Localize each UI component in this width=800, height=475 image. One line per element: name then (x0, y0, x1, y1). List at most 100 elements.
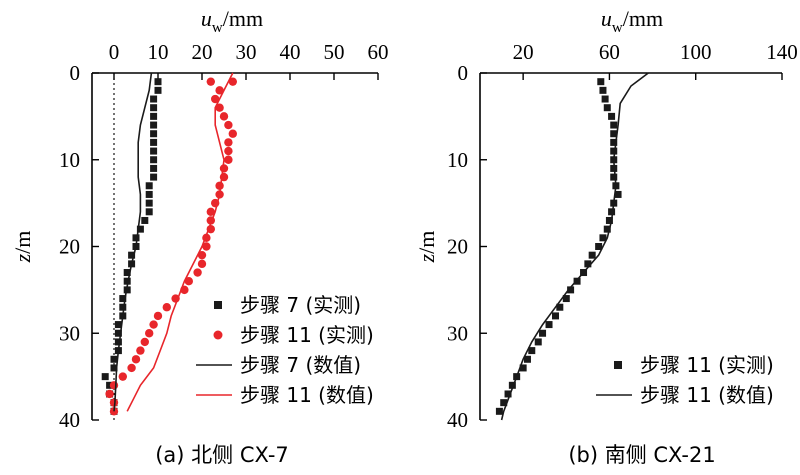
series-line-1 (500, 72, 649, 421)
data-point (608, 208, 616, 216)
x-tick-label: 0 (109, 40, 120, 64)
data-point (105, 389, 114, 399)
legend-label: 步骤 7 (实测) (240, 293, 361, 317)
legend-label: 步骤 11 (实测) (640, 353, 774, 377)
data-point (145, 190, 153, 198)
data-point (197, 259, 207, 269)
y-tick-label: 0 (458, 61, 469, 85)
x-tick-label: 10 (148, 40, 169, 64)
data-point (610, 173, 618, 181)
data-point (109, 407, 119, 416)
data-point (610, 138, 618, 146)
data-point (588, 251, 596, 259)
y-tick-label: 30 (447, 321, 468, 345)
data-point (197, 250, 207, 260)
data-point (136, 346, 145, 355)
data-point (202, 242, 211, 251)
data-point (519, 364, 527, 372)
x-tick-label: 60 (368, 40, 389, 64)
data-point (119, 303, 127, 311)
data-point (534, 338, 542, 346)
data-point (224, 120, 233, 130)
data-point (614, 190, 622, 198)
y-axis-title: z/m (10, 231, 35, 264)
data-point (495, 407, 503, 415)
data-point (136, 225, 144, 233)
data-point (119, 295, 127, 303)
data-point (123, 277, 131, 285)
data-point (150, 112, 158, 120)
x-tick-label: 40 (280, 40, 301, 64)
data-point (193, 268, 202, 277)
x-tick-label: 50 (324, 40, 345, 64)
data-point (610, 130, 618, 138)
data-point (162, 303, 171, 312)
data-point (114, 321, 122, 329)
y-tick-label: 20 (447, 235, 468, 259)
data-point (154, 86, 162, 94)
data-point (150, 95, 158, 103)
data-point (567, 286, 575, 294)
data-point (150, 147, 158, 155)
legend-label: 步骤 7 (数值) (240, 353, 361, 377)
x-tick-label: 100 (680, 40, 712, 64)
data-point (539, 329, 547, 337)
data-point (573, 277, 581, 285)
data-point (224, 155, 233, 164)
data-point (206, 77, 215, 86)
data-point (603, 104, 611, 112)
data-point (215, 103, 224, 112)
data-point (153, 311, 163, 321)
y-tick-label: 40 (447, 408, 468, 432)
y-tick-label: 30 (59, 321, 80, 345)
y-tick-label: 0 (70, 61, 81, 85)
legend-marker (214, 301, 222, 309)
data-point (206, 207, 215, 216)
data-point (228, 77, 237, 86)
x-tick-label: 20 (513, 40, 534, 64)
data-point (140, 337, 149, 347)
data-point (128, 251, 136, 259)
data-point (145, 208, 153, 216)
data-point (599, 234, 607, 242)
data-point (109, 381, 119, 390)
data-point (601, 95, 609, 103)
data-point (110, 355, 118, 363)
panel-b: 20 60 100 140 0 10 20 30 40 uw/mm z/m 步骤 11 (实测) 步骤 … (414, 6, 798, 467)
data-point (150, 156, 158, 164)
x-tick-label: 60 (599, 40, 620, 64)
y-tick-label: 20 (59, 235, 80, 259)
data-point (145, 199, 153, 207)
y-tick-label: 40 (59, 408, 80, 432)
data-point (215, 86, 224, 95)
data-point (508, 381, 516, 389)
panel-caption: (b) 南侧 CX-21 (568, 443, 715, 467)
data-point (150, 164, 158, 172)
data-point (110, 364, 118, 372)
x-axis-title: uw/mm (601, 6, 663, 36)
legend-label: 步骤 11 (数值) (640, 383, 774, 407)
legend-label: 步骤 11 (实测) (240, 323, 374, 347)
data-point (141, 216, 149, 224)
data-point (106, 381, 114, 389)
series-line-2 (113, 72, 153, 412)
data-point (109, 398, 119, 407)
data-point (150, 138, 158, 146)
data-point (584, 260, 592, 268)
data-point (500, 399, 508, 407)
data-point (528, 347, 536, 355)
data-point (123, 269, 131, 277)
data-point (184, 277, 193, 286)
data-point (224, 146, 233, 156)
data-point (145, 182, 153, 190)
data-point (556, 303, 564, 311)
x-tick-label: 30 (236, 40, 257, 64)
legend-label: 步骤 11 (数值) (240, 383, 374, 407)
series-line-3 (126, 72, 234, 412)
data-point (523, 355, 531, 363)
data-point (150, 130, 158, 138)
data-point (150, 121, 158, 129)
data-point (562, 295, 570, 303)
y-tick-label: 10 (59, 148, 80, 172)
